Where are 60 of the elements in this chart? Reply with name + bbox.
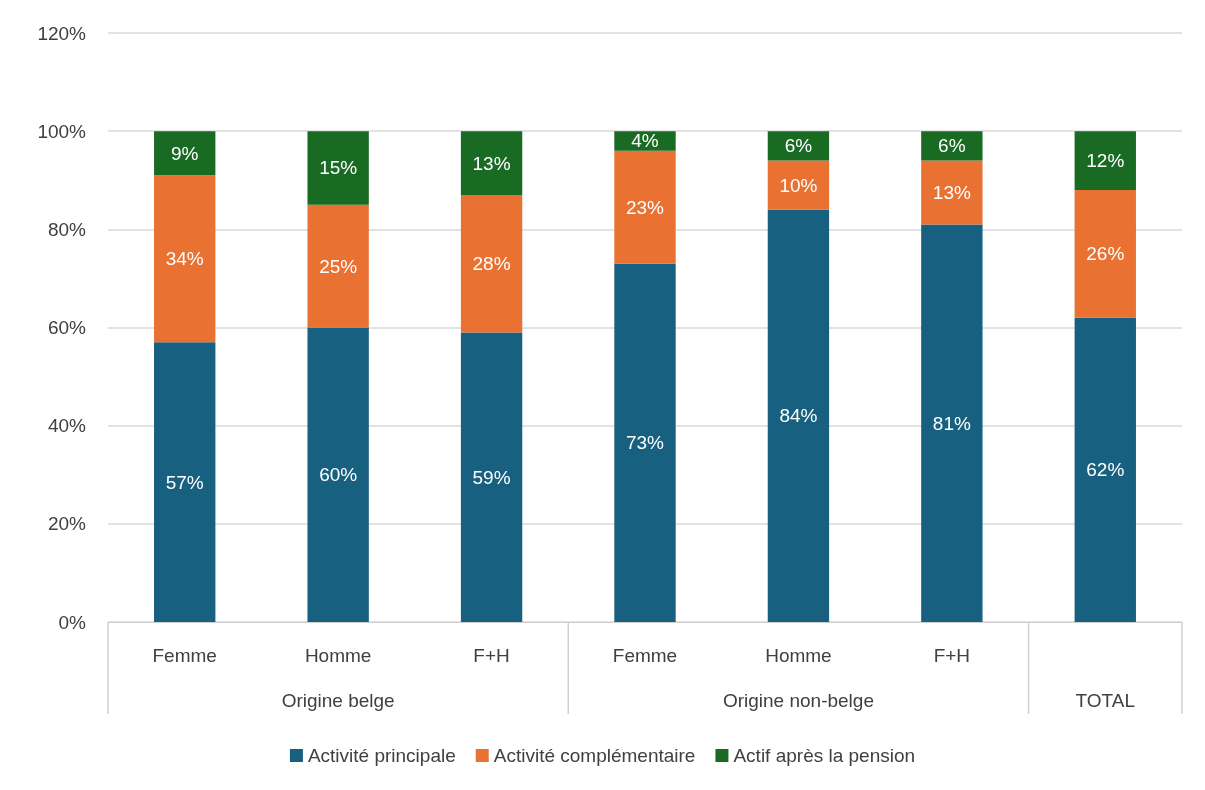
x-tick-label: F+H: [473, 645, 510, 666]
bar: [921, 224, 983, 622]
bar: [1074, 190, 1136, 318]
data-label: 10%: [779, 174, 818, 196]
y-tick-label: 120%: [37, 22, 87, 44]
text: Origine non-belge: [722, 689, 874, 711]
bar: [154, 342, 216, 622]
bar: [460, 194, 523, 333]
text: TOTAL: [1075, 689, 1136, 711]
data-label: 23%: [625, 196, 665, 218]
bar: [307, 204, 369, 328]
data-label: 12%: [1086, 150, 1125, 172]
data-label: 13%: [932, 182, 971, 204]
data-label: 73%: [625, 432, 665, 454]
bar: [154, 131, 216, 176]
bar: [614, 263, 676, 622]
text: Origine belge: [281, 689, 395, 711]
y-tick-label: 40%: [47, 415, 87, 437]
bar: [307, 131, 369, 205]
y-tick-label: 100%: [37, 120, 87, 142]
bar: [614, 150, 676, 264]
data-label: 6%: [784, 135, 813, 157]
data-label: 60%: [319, 464, 358, 486]
data-label: 34%: [165, 248, 204, 270]
data-label: 13%: [472, 152, 511, 174]
data-label: 59%: [472, 466, 511, 488]
bar: [154, 175, 216, 343]
x-tick-label: Femme: [152, 645, 217, 666]
data-label: 25%: [319, 255, 358, 277]
bar: [307, 327, 369, 622]
legend-label: Actif après la pension: [733, 745, 916, 766]
data-label: 62%: [1086, 459, 1125, 481]
data-label: 26%: [1086, 243, 1125, 265]
bar: [767, 209, 830, 622]
y-tick-label: 20%: [47, 513, 87, 535]
bar: [767, 131, 830, 161]
x-tick-label: Femme: [612, 645, 678, 666]
data-label: 15%: [319, 157, 358, 179]
bar: [921, 131, 983, 161]
data-label: 84%: [779, 405, 818, 427]
x-tick-label: Homme: [304, 645, 372, 666]
data-label: 57%: [165, 471, 204, 493]
bar: [460, 131, 523, 195]
legend-label: Activité principale: [307, 745, 456, 766]
legend-label: Activité complémentaire: [493, 745, 696, 766]
bar: [767, 160, 830, 210]
data-label: 9%: [170, 142, 199, 164]
bar: [460, 332, 523, 622]
bar: [921, 160, 983, 225]
bar: [1074, 317, 1136, 622]
x-tick-label: F+H: [933, 645, 971, 666]
x-tick-label: Homme: [765, 645, 832, 666]
data-label: 28%: [472, 253, 511, 275]
data-label: 4%: [631, 130, 659, 152]
y-tick-label: 80%: [47, 218, 87, 240]
data-label: 6%: [938, 135, 966, 157]
y-tick-label: 0%: [58, 611, 87, 633]
y-tick-label: 60%: [47, 317, 87, 338]
data-label: 81%: [932, 412, 971, 434]
bar: [1074, 131, 1136, 191]
